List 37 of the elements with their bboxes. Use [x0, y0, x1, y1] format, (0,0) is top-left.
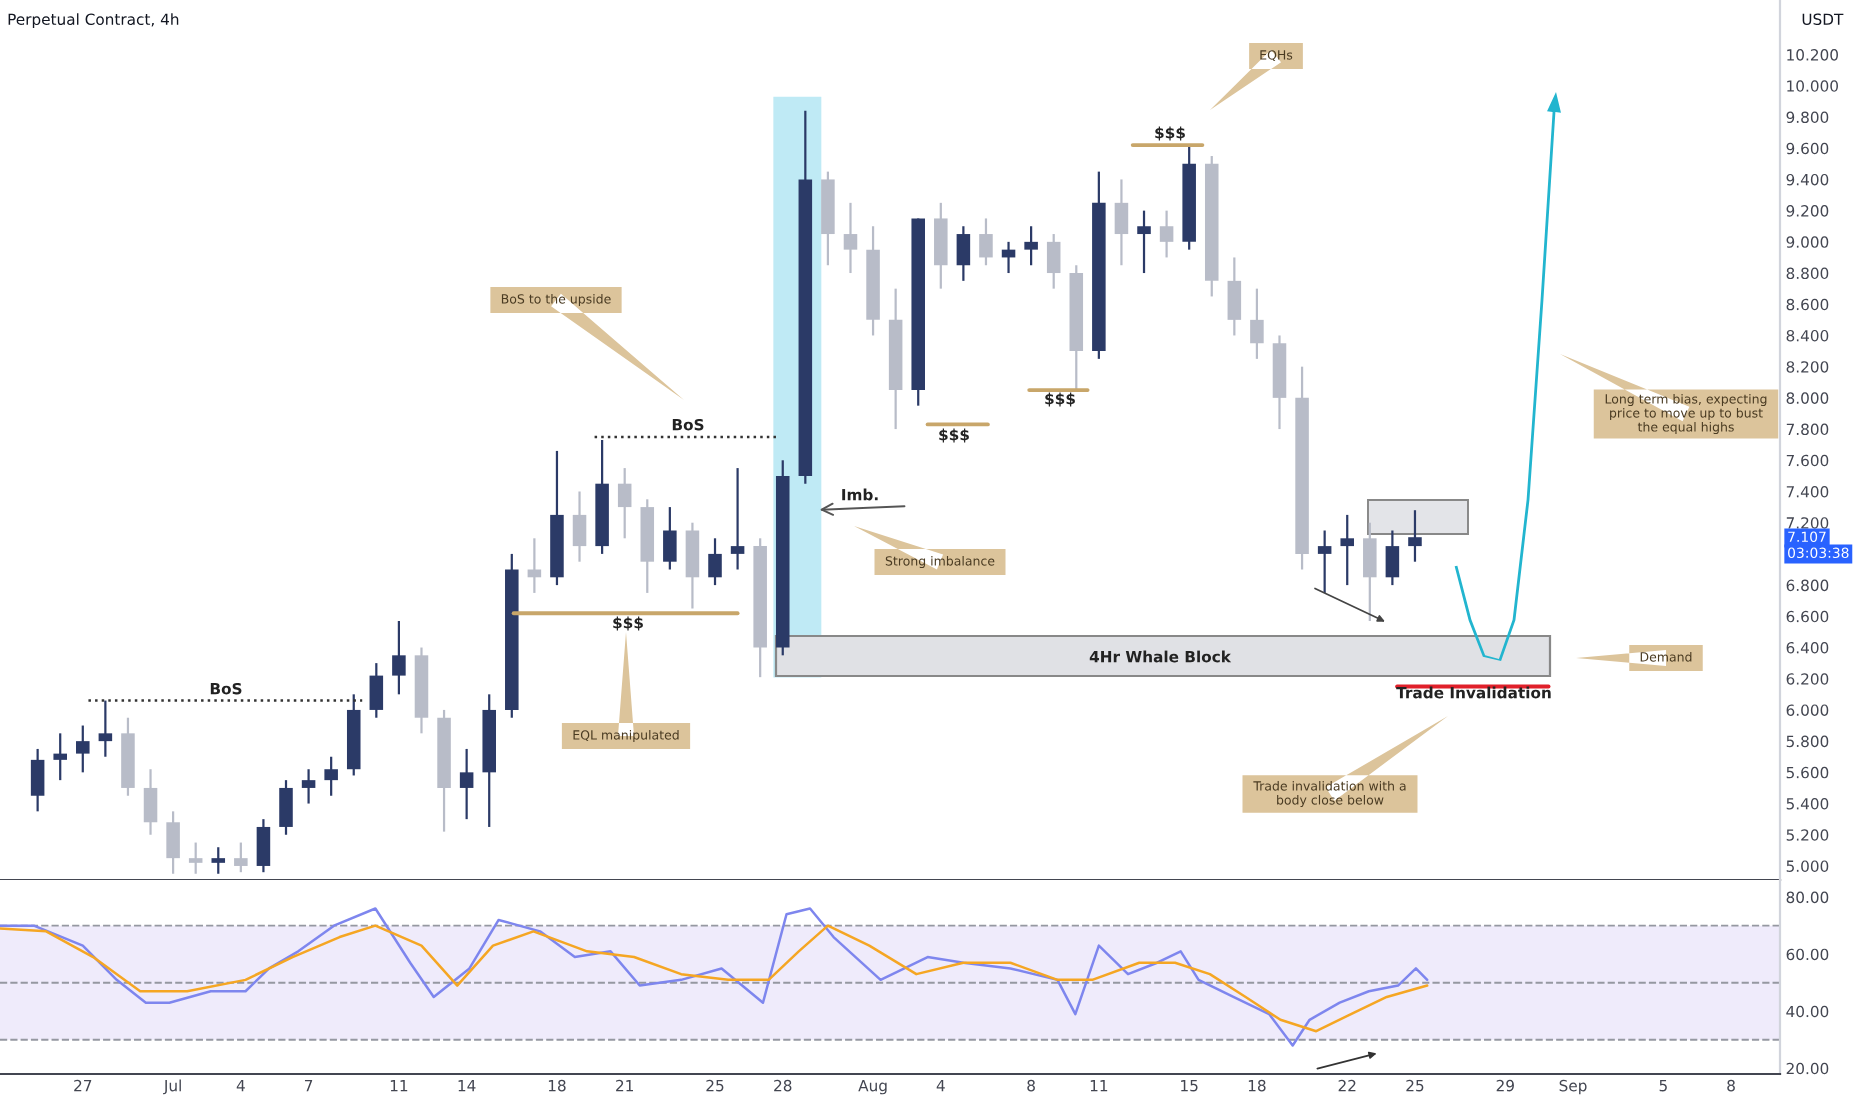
candlestick [1385, 529, 1400, 587]
candlestick [143, 768, 158, 836]
candlestick [256, 818, 271, 874]
candlestick [979, 217, 993, 267]
candlestick [1159, 209, 1174, 259]
candlestick [234, 841, 248, 874]
candlestick [301, 768, 316, 805]
candlestick [572, 490, 587, 563]
candlestick [708, 537, 722, 587]
candlestick [1114, 178, 1129, 267]
candlestick [76, 724, 90, 774]
candlestick [166, 810, 180, 875]
candlestick [1250, 287, 1264, 360]
candlestick [730, 466, 745, 571]
candlestick [324, 755, 338, 797]
candlestick [392, 619, 406, 696]
candlestick [617, 466, 632, 540]
candlestick [1137, 209, 1151, 275]
candlestick [843, 201, 858, 275]
candlestick [1227, 256, 1242, 337]
candlestick [98, 699, 113, 758]
candlestick [188, 841, 203, 875]
candlestick [459, 747, 474, 821]
candlestick [934, 201, 948, 290]
candlestick [956, 225, 971, 282]
candlestick [685, 521, 700, 610]
candlestick [1024, 225, 1038, 267]
candlestick [1340, 513, 1354, 587]
candlestick [1317, 529, 1332, 595]
candlestick [1046, 232, 1061, 290]
candlestick [1408, 509, 1422, 563]
candlestick [211, 846, 226, 875]
candlestick [369, 662, 384, 719]
candlestick [663, 505, 677, 571]
candlestick [53, 732, 67, 782]
candlestick [30, 747, 45, 813]
candlestick [279, 779, 293, 836]
